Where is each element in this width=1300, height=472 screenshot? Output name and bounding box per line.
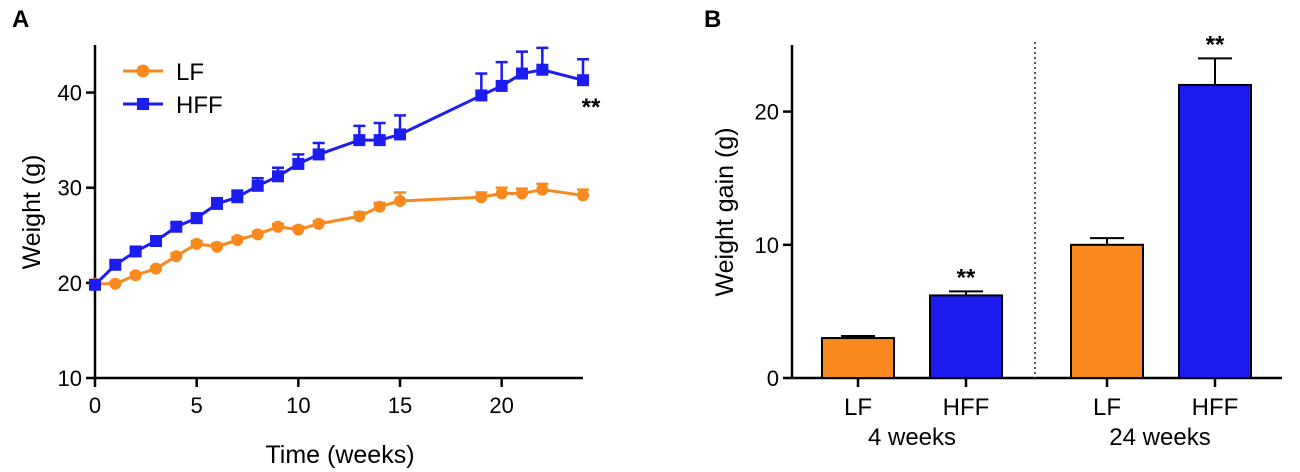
panel-b: B 0 10 20 Weight gain (g) LF HFF ** LF HFF ** 4… <box>704 6 1282 451</box>
significance-label: ** <box>957 264 976 291</box>
panel-a-axes <box>93 45 583 380</box>
series-line-hff <box>93 68 584 286</box>
data-point <box>475 191 488 204</box>
x-tick-label: 15 <box>388 393 412 418</box>
data-point <box>536 63 549 76</box>
panel-a-y-ticks: 10 20 30 40 <box>58 81 95 391</box>
legend-hff-label: HFF <box>176 92 223 119</box>
data-point <box>312 217 325 230</box>
bar <box>929 294 1003 379</box>
data-point <box>373 200 386 213</box>
data-point <box>577 74 589 87</box>
data-point <box>272 170 284 183</box>
x-tick-label: 20 <box>489 393 513 418</box>
category-label: HFF <box>1192 394 1239 421</box>
legend-item-hff: HFF <box>123 92 223 119</box>
data-point <box>394 195 406 208</box>
panel-a: A 10 20 30 40 0 5 10 15 20 Weight (g) Time (wee… <box>12 6 601 469</box>
data-point <box>475 89 488 102</box>
bar-group: HFF ** <box>1178 31 1252 421</box>
y-tick-label: 20 <box>755 100 779 125</box>
y-tick-label: 0 <box>767 366 779 391</box>
significance-label: ** <box>1206 31 1225 58</box>
data-point <box>292 223 305 236</box>
bar-group: LF <box>1070 237 1144 421</box>
data-point <box>312 148 325 161</box>
data-point <box>495 79 508 92</box>
legend-lf-label: LF <box>176 59 204 86</box>
data-point <box>89 278 101 291</box>
x-tick-label: 10 <box>286 393 310 418</box>
data-point <box>190 212 203 225</box>
category-label: HFF <box>943 394 990 421</box>
data-point <box>170 250 183 263</box>
category-label: LF <box>844 394 872 421</box>
data-point <box>577 189 589 202</box>
data-point <box>373 134 386 147</box>
panel-a-x-axis-title: Time (weeks) <box>265 441 414 469</box>
data-point <box>109 277 122 290</box>
category-label: LF <box>1093 394 1121 421</box>
data-point <box>109 258 122 271</box>
data-point <box>150 262 162 275</box>
legend-lf-marker <box>136 64 150 78</box>
data-point <box>292 157 305 170</box>
data-point <box>251 228 264 241</box>
data-point <box>536 183 549 196</box>
bar-group: HFF ** <box>929 264 1003 421</box>
panel-a-series <box>89 46 589 291</box>
data-point <box>394 128 406 141</box>
bar-group: LF <box>821 335 895 421</box>
legend-item-lf: LF <box>123 59 204 86</box>
data-point <box>272 220 284 233</box>
data-point <box>211 197 223 210</box>
panel-b-y-axis-title: Weight gain (g) <box>711 127 739 296</box>
y-tick-label: 30 <box>58 176 82 201</box>
data-point <box>231 234 244 247</box>
bar <box>1070 243 1144 379</box>
panel-b-letter: B <box>704 6 721 33</box>
series-hff <box>89 46 589 291</box>
data-point <box>516 67 528 80</box>
y-tick-label: 20 <box>58 271 82 296</box>
panel-a-letter: A <box>12 6 29 33</box>
data-point <box>251 179 264 192</box>
x-tick-label: 5 <box>191 393 203 418</box>
data-point <box>170 220 183 233</box>
y-tick-label: 10 <box>755 233 779 258</box>
bar <box>1178 83 1252 380</box>
y-tick-label: 40 <box>58 81 82 106</box>
panel-a-legend: LF HFF <box>123 59 223 119</box>
data-point <box>353 210 366 223</box>
data-point <box>150 234 162 247</box>
x-tick-label: 0 <box>89 393 101 418</box>
data-point <box>231 191 244 204</box>
y-tick-label: 10 <box>58 366 82 391</box>
legend-hff-marker <box>137 98 149 110</box>
data-point <box>516 187 528 200</box>
panel-b-bars: LF HFF ** LF HFF ** <box>821 31 1252 421</box>
panel-a-significance-label: ** <box>582 94 601 121</box>
panel-a-x-ticks: 0 5 10 15 20 <box>89 378 514 418</box>
bar <box>821 337 895 380</box>
panel-b-group-label-4-weeks: 4 weeks <box>868 424 956 451</box>
data-point <box>129 269 142 282</box>
data-point <box>353 134 366 147</box>
data-point <box>211 240 223 253</box>
panel-a-y-axis-title: Weight (g) <box>18 155 46 270</box>
data-point <box>495 187 508 200</box>
panel-b-group-label-24-weeks: 24 weeks <box>1109 424 1210 451</box>
data-point <box>190 237 203 250</box>
series-line-lf <box>95 188 584 286</box>
data-point <box>129 245 142 258</box>
panel-b-y-ticks: 0 10 20 <box>755 100 792 391</box>
